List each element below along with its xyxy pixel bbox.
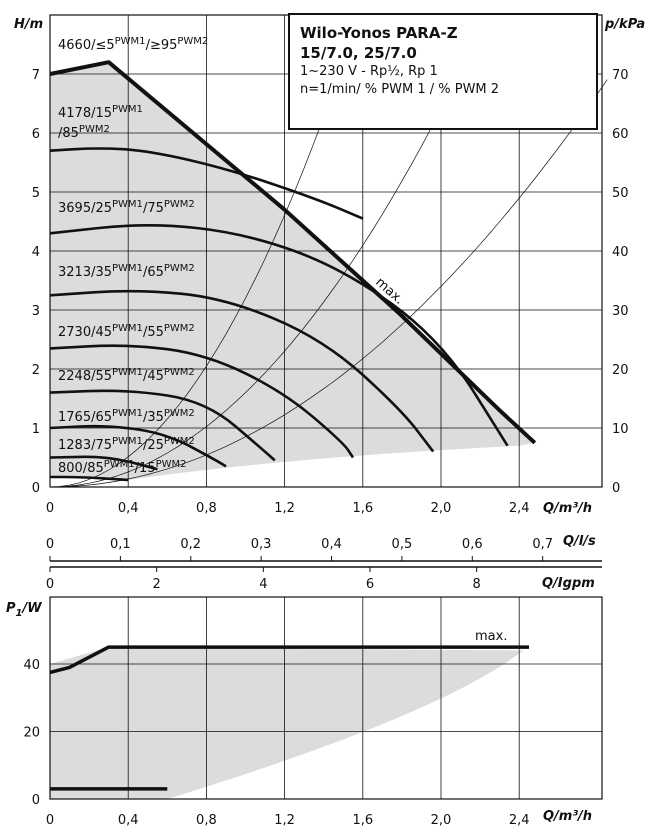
hq-x-tick: 2,4	[509, 501, 530, 516]
p1-y-axis-label: P1/W	[6, 601, 42, 619]
p1-max-label: max.	[475, 629, 507, 644]
p1-y-tick: 0	[32, 793, 40, 808]
speed-curve	[49, 224, 509, 447]
speed-curve	[49, 289, 435, 453]
hq-y-tick-right: 0	[612, 481, 620, 496]
p1-area	[50, 647, 524, 799]
hq-x-tick: 1,6	[352, 501, 373, 516]
hq-y-tick-right: 70	[612, 68, 629, 83]
hq-y-tick-left: 3	[32, 304, 40, 319]
igpm-tick: 6	[366, 577, 374, 592]
ls-tick: 0,7	[532, 537, 553, 552]
ls-tick: 0,3	[251, 537, 272, 552]
hq-x-tick: 2,0	[431, 501, 452, 516]
ls-tick: 0,5	[392, 537, 413, 552]
speed-note: n=1/min/ % PWM 1 / % PWM 2	[300, 82, 500, 97]
ls-tick: 0,6	[462, 537, 483, 552]
igpm-tick: 4	[259, 577, 267, 592]
igpm-tick-labels: 0 2 4 6 8	[46, 567, 481, 592]
unit-scales: 0 0,1 0,2 0,3 0,4 0,5 0,6 0,7 Q/l/s 0 2 4 6 8 Q/Igp…	[46, 534, 602, 592]
p1-tick-labels: 0 0,4 0,8 1,2 1,6 2,0 2,4 0 20 40	[23, 658, 529, 828]
p1-x-axis-label: Q/m³/h	[543, 809, 592, 824]
ls-tick: 0	[46, 537, 54, 552]
hq-y-tick-left: 2	[32, 363, 40, 378]
speed-curve	[49, 424, 227, 468]
p1-max-curve	[49, 645, 529, 675]
hq-x-tick: 0,4	[118, 501, 139, 516]
speed-curve-label: 1765/65PWM1/35PWM2	[58, 408, 195, 425]
hq-x-tick: 0,8	[196, 501, 217, 516]
ls-tick: 0,1	[110, 537, 131, 552]
hq-chart: 0 0,4 0,8 1,2 1,6 2,0 2,4012345670102030405060…	[14, 14, 645, 516]
p1-y-tick: 40	[23, 658, 40, 673]
igpm-tick: 0	[46, 577, 54, 592]
x-axis-label: Q/m³/h	[543, 501, 592, 516]
igpm-tick: 2	[153, 577, 161, 592]
speed-curve-labels: 4660/≤5PWM1/≥95PWM2 4178/15PWM1/85PWM2 369…	[58, 36, 208, 476]
hq-y-tick-right: 10	[612, 422, 629, 437]
y-axis-label-right: p/kPa	[604, 17, 645, 32]
operating-area	[50, 62, 535, 480]
hq-y-tick-right: 50	[612, 186, 629, 201]
hq-tick-labels: 0 0,4 0,8 1,2 1,6 2,0 2,4012345670102030405060…	[32, 68, 629, 516]
operating-area-fill	[50, 62, 535, 480]
ls-tick: 0,4	[321, 537, 342, 552]
hq-y-tick-left: 6	[32, 127, 40, 142]
speed-curve-label: 2730/45PWM1/55PWM2	[58, 323, 195, 340]
speed-curve	[49, 455, 158, 471]
hq-y-tick-right: 30	[612, 304, 629, 319]
hq-x-tick: 0	[46, 501, 54, 516]
speed-curve-label: 4660/≤5PWM1/≥95PWM2	[58, 36, 208, 53]
igpm-tick: 8	[473, 577, 481, 592]
speed-curve	[49, 147, 364, 220]
supply-spec: 1~230 V - Rp½, Rp 1	[300, 64, 438, 79]
max-curve	[49, 60, 537, 445]
speed-curve-label: 4178/15PWM1	[58, 104, 143, 121]
system-curve	[49, 79, 608, 488]
speed-curves	[49, 60, 537, 482]
pump-model: 15/7.0, 25/7.0	[300, 44, 417, 62]
hq-y-tick-left: 1	[32, 422, 40, 437]
speed-curve-label: 3695/25PWM1/75PWM2	[58, 199, 195, 216]
hq-y-tick-left: 7	[32, 68, 40, 83]
speed-curve-label: 1283/75PWM1/25PWM2	[58, 436, 195, 453]
pump-title: Wilo-Yonos PARA-Z	[300, 24, 458, 42]
system-curve	[49, 33, 354, 488]
info-box: Wilo-Yonos PARA-Z 15/7.0, 25/7.0 1~230 V…	[288, 13, 598, 130]
ls-axis-label: Q/l/s	[563, 534, 596, 549]
p1-y-tick: 20	[23, 726, 40, 741]
p1-x-tick: 1,6	[352, 813, 373, 828]
speed-curve-label-cont: /85PWM2	[58, 124, 110, 141]
speed-curve	[49, 389, 276, 462]
speed-curve-label: 3213/35PWM1/65PWM2	[58, 263, 195, 280]
speed-curve	[50, 475, 129, 482]
speed-curve	[49, 344, 355, 459]
hq-y-tick-left: 5	[32, 186, 40, 201]
hq-x-tick: 1,2	[274, 501, 295, 516]
system-curve	[49, 50, 471, 488]
p1-chart: 0 0,4 0,8 1,2 1,6 2,0 2,4 0 20 40 P1/W Q/m³/h max…	[6, 596, 603, 828]
hq-y-tick-right: 20	[612, 363, 629, 378]
p1-x-tick: 2,0	[431, 813, 452, 828]
y-axis-label-left: H/m	[14, 17, 43, 32]
p1-x-tick: 1,2	[274, 813, 295, 828]
p1-x-tick: 0,4	[118, 813, 139, 828]
speed-curve-label: 2248/55PWM1/45PWM2	[58, 367, 195, 384]
p1-grid	[49, 596, 603, 800]
hq-y-tick-left: 0	[32, 481, 40, 496]
hq-y-tick-right: 60	[612, 127, 629, 142]
p1-area-fill	[50, 647, 524, 799]
p1-x-tick: 2,4	[509, 813, 530, 828]
p1-curves	[49, 645, 529, 791]
p1-x-tick: 0	[46, 813, 54, 828]
p1-x-tick: 0,8	[196, 813, 217, 828]
hq-y-tick-left: 4	[32, 245, 40, 260]
ls-tick-labels: 0 0,1 0,2 0,3 0,4 0,5 0,6 0,7	[46, 537, 553, 561]
hq-y-tick-right: 40	[612, 245, 629, 260]
ls-tick: 0,2	[180, 537, 201, 552]
igpm-axis-label: Q/Igpm	[542, 576, 595, 591]
speed-curve-label: 800/85PWM1/15PWM2	[58, 459, 187, 476]
p1-frame	[49, 596, 603, 800]
